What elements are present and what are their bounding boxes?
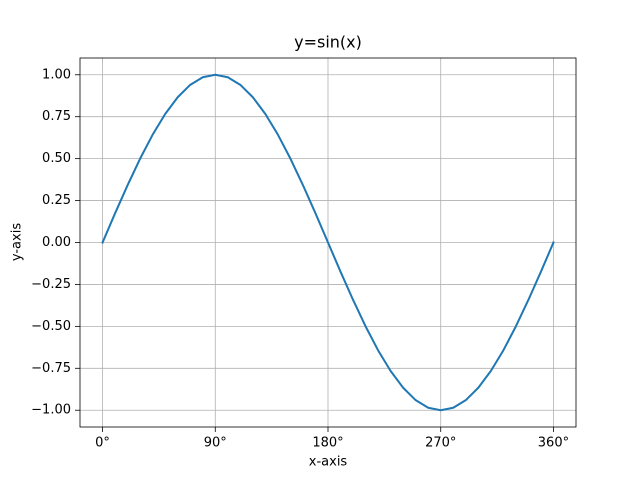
y-tick-label: −0.25 bbox=[31, 277, 71, 292]
y-tick-label: 0.50 bbox=[42, 151, 71, 166]
x-tick-label: 90° bbox=[204, 436, 227, 451]
x-tick-label: 180° bbox=[312, 436, 343, 451]
y-tick-label: 0.75 bbox=[42, 109, 71, 124]
y-tick-label: 1.00 bbox=[42, 67, 71, 82]
y-tick-label: −1.00 bbox=[31, 403, 71, 418]
y-tick-label: 0.25 bbox=[42, 193, 71, 208]
line bbox=[101, 73, 555, 412]
chart-title: y=sin(x) bbox=[294, 33, 362, 52]
y-tick-label: 0.00 bbox=[42, 235, 71, 250]
x-tick-label: 360° bbox=[538, 436, 569, 451]
x-tick-label: 0° bbox=[95, 436, 110, 451]
x-axis-label: x-axis bbox=[309, 455, 348, 470]
y-tick-label: −0.75 bbox=[31, 361, 71, 376]
y-axis-label: y-axis bbox=[10, 223, 25, 261]
x-tick-label: 270° bbox=[425, 436, 456, 451]
plot bbox=[101, 73, 555, 412]
y-tick-label: −0.50 bbox=[31, 319, 71, 334]
